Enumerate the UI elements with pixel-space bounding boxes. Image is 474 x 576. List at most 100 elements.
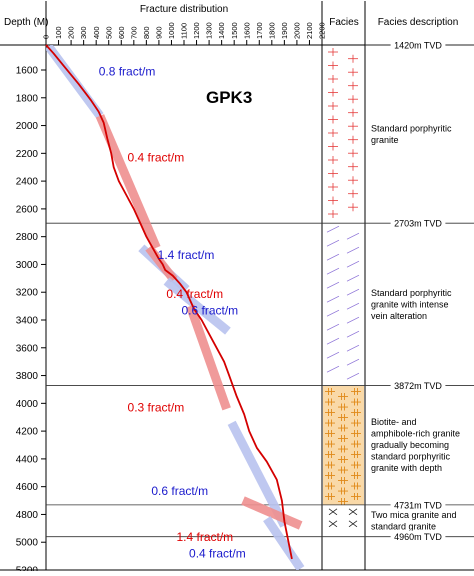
facies-mark: [346, 232, 360, 240]
x-tick-label: 1000: [167, 22, 176, 39]
facies-mark: [326, 309, 340, 317]
rate-fit-label: 0.3 fract/m: [128, 401, 185, 415]
facies-boundaries: 1420m TVD Standard porphyritic granite 2703…: [46, 39, 474, 543]
x-tick-label: 1400: [217, 22, 226, 39]
x-tick-label: 1900: [280, 22, 289, 39]
distribution-header: Fracture distribution: [140, 4, 228, 15]
facies-boundary-label: 4731m TVD: [394, 500, 442, 510]
rate-fit-label: 1.4 fract/m: [158, 248, 215, 262]
x-tick-label: 0: [42, 35, 51, 39]
facies-mark: [346, 372, 360, 380]
facies-description-line: Standard porphyritic: [371, 123, 452, 133]
facies-mark: [346, 358, 360, 366]
facies-description-line: standard porphyritic: [371, 452, 451, 462]
x-tick-label: 300: [79, 26, 88, 39]
facies-boundary-label: 2703m TVD: [394, 219, 442, 229]
y-tick-label: 5200: [16, 566, 39, 572]
facies-description-line: vein alteration: [371, 311, 427, 321]
rate-fit-band: [186, 304, 231, 411]
y-tick-label: 2000: [16, 121, 39, 132]
y-tick-label: 1800: [16, 93, 39, 104]
facies-description-line: gradually becoming: [371, 440, 449, 450]
y-tick-label: 2800: [16, 232, 39, 243]
y-tick-label: 2200: [16, 149, 39, 160]
y-tick-label: 5000: [16, 538, 39, 549]
y-tick-label: 3400: [16, 316, 39, 327]
x-tick-label: 500: [104, 26, 113, 39]
rate-fit-band: [263, 516, 305, 570]
x-tick-label: 400: [92, 26, 101, 39]
facies-mark: [326, 281, 340, 289]
x-tick-label: 1300: [205, 22, 214, 39]
cumulative-curve-layer: [45, 44, 293, 560]
facies-mark: [348, 520, 358, 528]
x-tick-label: 1600: [242, 22, 251, 39]
facies-mark: [346, 330, 360, 338]
facies-mark: [326, 351, 340, 359]
rate-fit-label: 0.4 fract/m: [166, 287, 223, 301]
facies-mark: [346, 288, 360, 296]
rate-fit-band: [95, 114, 161, 250]
facies-column: [323, 48, 364, 528]
boundary-label-bg: [390, 39, 446, 51]
y-tick-label: 4000: [16, 399, 39, 410]
facies-description-line: amphibole-rich granite: [371, 429, 460, 439]
facies-mark: [346, 274, 360, 282]
cumulative-curve: [45, 44, 293, 560]
x-tick-label: 600: [117, 26, 126, 39]
rate-fit-band: [163, 277, 231, 335]
x-tick-label: 1200: [192, 22, 201, 39]
x-tick-label: 2200: [318, 22, 327, 39]
x-tick-label: 900: [155, 26, 164, 39]
facies-description-line: standard granite: [371, 522, 436, 532]
y-axis: 1600 1800 2000 2200 2400 2600 2800 3000 3200 3400…: [16, 66, 46, 576]
facies-pattern-group: [323, 48, 364, 528]
rate-fit-label: 0.8 fract/m: [99, 65, 156, 79]
y-tick-label: 3600: [16, 343, 39, 354]
facies-description-line: Biotite- and: [371, 417, 417, 427]
facies-boundary-label: 3872m TVD: [394, 381, 442, 391]
facies-description-line: Standard porphyritic: [371, 288, 452, 298]
boundary-label-bg: [390, 379, 446, 392]
facies-boundary-label: 1420m TVD: [394, 41, 442, 51]
y-tick-label: 2600: [16, 204, 39, 215]
y-tick-label: 3000: [16, 260, 39, 271]
x-tick-label: 1700: [255, 22, 264, 39]
depth-header: Depth (M): [4, 17, 48, 28]
y-tick-label: 4400: [16, 454, 39, 465]
x-tick-label: 1100: [180, 23, 189, 39]
y-tick-label: 3800: [16, 371, 39, 382]
facies-mark: [326, 253, 340, 261]
facies-mark: [326, 267, 340, 275]
rate-fit-label: 0.6 fract/m: [151, 484, 208, 498]
facies-description-line: granite: [371, 135, 399, 145]
boundary-label-bg: [390, 217, 446, 230]
x-tick-label: 200: [67, 26, 76, 39]
facies-mark: [326, 323, 340, 331]
x-tick-label: 1800: [267, 22, 276, 39]
facies-description-line: granite with depth: [371, 463, 442, 473]
facies-mark: [328, 520, 338, 528]
facies-boundary-label: 4960m TVD: [394, 532, 442, 542]
facies-mark: [346, 246, 360, 254]
facies-mark: [348, 508, 358, 516]
chart-title: GPK3: [206, 88, 252, 107]
x-tick-label: 2100: [305, 22, 314, 39]
description-header: Facies description: [378, 17, 459, 28]
rate-fit-label: 1.4 fract/m: [176, 530, 233, 544]
x-axis: 0 100 200 300 400 500 600 700 800 900 1000 1100 1200…: [42, 22, 327, 45]
y-tick-label: 2400: [16, 177, 39, 188]
x-tick-label: 1500: [230, 22, 239, 39]
facies-mark: [326, 295, 340, 303]
x-tick-label: 100: [54, 26, 63, 39]
facies-mark: [346, 302, 360, 310]
facies-mark: [326, 225, 340, 233]
boundary-label-bg: [390, 498, 446, 511]
facies-mark: [328, 508, 338, 516]
facies-description-line: Two mica granite and: [371, 510, 457, 520]
facies-mark: [326, 239, 340, 247]
rate-fit-band: [241, 496, 303, 530]
